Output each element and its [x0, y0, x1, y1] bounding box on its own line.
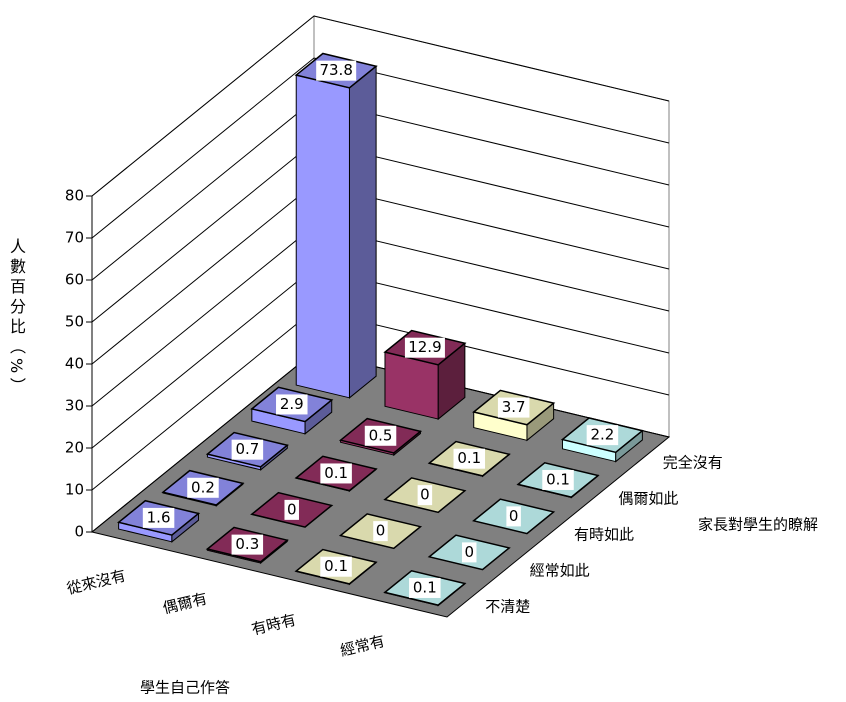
x-tick-label: 從來沒有 — [65, 566, 128, 597]
value-label-box — [453, 448, 486, 469]
depth-tick-label: 經常如此 — [530, 562, 590, 580]
value-label: 0.1 — [546, 470, 570, 488]
depth-tick-label: 偶爾如此 — [618, 490, 678, 508]
value-label-box — [284, 499, 299, 520]
value-label-box — [417, 485, 433, 506]
value-label-box — [586, 425, 619, 446]
grid-line — [91, 57, 670, 239]
value-label-box — [316, 60, 357, 81]
value-label-box — [320, 556, 352, 577]
y-tick-label: 80 — [65, 187, 84, 205]
value-label: 73.8 — [319, 61, 352, 79]
y-tick-label: 20 — [65, 439, 84, 457]
value-label: 0 — [376, 522, 386, 540]
y-tick-label: 30 — [65, 397, 84, 415]
value-label: 0 — [420, 486, 430, 504]
depth-axis-title: 家長對學生的瞭解 — [698, 516, 818, 534]
value-label: 0.1 — [324, 557, 348, 575]
value-label-box — [409, 577, 441, 598]
depth-tick-label: 有時如此 — [574, 526, 634, 544]
value-label-box — [404, 337, 445, 358]
value-label-box — [461, 542, 477, 563]
value-label-box — [497, 397, 530, 418]
bar-front — [295, 74, 350, 399]
value-label-box — [276, 394, 308, 415]
y-tick-label: 50 — [65, 313, 84, 331]
grid-line — [91, 15, 670, 197]
value-label: 0 — [509, 507, 519, 525]
value-label: 0.1 — [457, 449, 481, 467]
value-label: 0.5 — [369, 426, 393, 444]
x-tick-label: 有時有 — [250, 611, 298, 639]
y-tick-label: 70 — [65, 229, 84, 247]
value-label: 0 — [464, 543, 474, 561]
value-label: 0 — [287, 500, 297, 518]
bar-side — [348, 65, 377, 399]
value-label: 0.3 — [235, 535, 259, 553]
value-label: 0.1 — [324, 464, 348, 482]
value-label: 0.7 — [235, 440, 259, 458]
x-tick-label: 經常有 — [339, 632, 387, 660]
value-label: 2.2 — [590, 426, 614, 444]
value-label: 2.9 — [280, 395, 304, 413]
value-label-box — [506, 506, 521, 527]
value-label: 1.6 — [147, 508, 171, 526]
y-tick-label: 0 — [74, 523, 84, 541]
value-label: 12.9 — [408, 338, 441, 356]
value-label: 0.2 — [191, 478, 215, 496]
y-axis-title: 人數百分比（%） — [7, 238, 26, 398]
value-label-box — [320, 463, 352, 484]
value-label-box — [542, 469, 574, 490]
y-tick-label: 10 — [65, 481, 84, 499]
value-label-box — [373, 521, 388, 542]
value-label-box — [142, 507, 175, 528]
depth-tick-label: 完全沒有 — [663, 454, 723, 472]
value-label-box — [187, 477, 219, 498]
value-label-box — [231, 439, 264, 460]
depth-tick-label: 不清楚 — [485, 598, 530, 616]
value-label-box — [364, 425, 397, 446]
value-label: 3.7 — [502, 398, 526, 416]
x-axis-title: 學生自己作答 — [140, 679, 230, 697]
y-tick-label: 60 — [65, 271, 84, 289]
value-label: 0.1 — [413, 578, 437, 596]
value-label-box — [231, 534, 264, 555]
y-tick-label: 40 — [65, 355, 84, 373]
x-tick-label: 偶爾有 — [161, 589, 209, 617]
